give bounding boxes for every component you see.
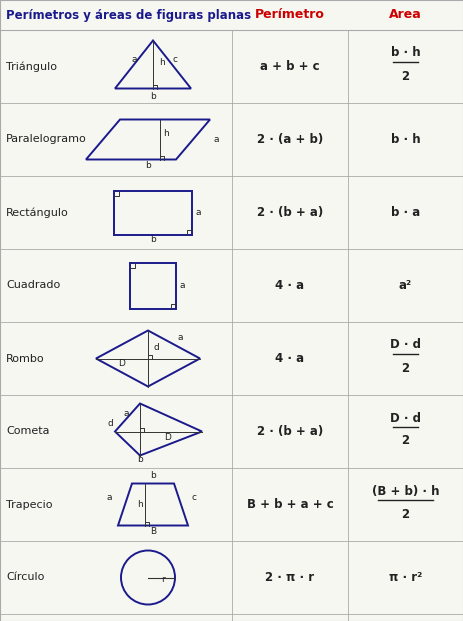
Text: B + b + a + c: B + b + a + c <box>247 498 333 511</box>
Text: D: D <box>164 432 171 442</box>
Text: 2: 2 <box>401 435 410 448</box>
Text: a: a <box>106 494 112 502</box>
Text: b · h: b · h <box>391 133 420 146</box>
Text: 4 · a: 4 · a <box>275 352 305 365</box>
Text: a: a <box>178 333 183 343</box>
Text: Perímetros y áreas de figuras planas: Perímetros y áreas de figuras planas <box>6 9 251 22</box>
Text: c: c <box>173 55 177 64</box>
Text: 2 · (b + a): 2 · (b + a) <box>257 425 323 438</box>
Text: b: b <box>150 235 156 243</box>
Text: 2: 2 <box>401 361 410 374</box>
Text: B: B <box>150 527 156 535</box>
Text: D · d: D · d <box>390 412 421 425</box>
Text: Perímetro: Perímetro <box>255 9 325 22</box>
Text: Cuadrado: Cuadrado <box>6 281 60 291</box>
Text: d: d <box>107 420 113 428</box>
Text: b: b <box>137 455 143 463</box>
Text: r: r <box>161 576 164 584</box>
Text: b · h: b · h <box>391 47 420 60</box>
Text: h: h <box>137 500 143 509</box>
Text: Rectángulo: Rectángulo <box>6 207 69 218</box>
Text: a + b + c: a + b + c <box>260 60 320 73</box>
Text: Triángulo: Triángulo <box>6 61 57 72</box>
Text: Area: Area <box>389 9 422 22</box>
Bar <box>114 191 192 235</box>
Text: 2 · (a + b): 2 · (a + b) <box>257 133 323 146</box>
Text: b: b <box>150 471 156 479</box>
Text: b · a: b · a <box>391 206 420 219</box>
Text: 2: 2 <box>401 70 410 83</box>
Text: a: a <box>123 409 129 417</box>
Text: D: D <box>119 360 125 368</box>
Text: π · r²: π · r² <box>389 571 422 584</box>
Text: 2 · (b + a): 2 · (b + a) <box>257 206 323 219</box>
Text: a: a <box>195 208 200 217</box>
Text: a: a <box>213 135 219 144</box>
Text: c: c <box>191 494 196 502</box>
Text: b: b <box>150 92 156 101</box>
Text: a: a <box>179 281 184 290</box>
Text: h: h <box>159 58 165 67</box>
Text: a²: a² <box>399 279 412 292</box>
Text: 4 · a: 4 · a <box>275 279 305 292</box>
Text: h: h <box>163 129 169 137</box>
Text: d: d <box>154 343 160 353</box>
Bar <box>130 263 176 309</box>
Text: 2: 2 <box>401 507 410 520</box>
Text: a: a <box>131 55 137 64</box>
Text: D · d: D · d <box>390 338 421 351</box>
Text: 2 · π · r: 2 · π · r <box>265 571 314 584</box>
Text: Rombo: Rombo <box>6 353 44 363</box>
Text: Paralelogramo: Paralelogramo <box>6 135 87 145</box>
Text: Círculo: Círculo <box>6 573 44 582</box>
Text: b: b <box>145 160 151 170</box>
Text: (B + b) · h: (B + b) · h <box>372 484 439 497</box>
Text: Cometa: Cometa <box>6 427 50 437</box>
Text: Trapecio: Trapecio <box>6 499 52 509</box>
